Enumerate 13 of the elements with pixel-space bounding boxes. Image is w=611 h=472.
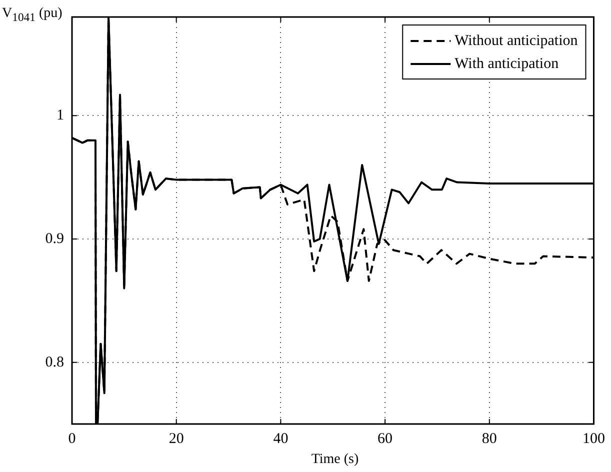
x-tick-label: 100 [582, 430, 605, 447]
x-tick-label: 60 [378, 430, 393, 447]
x-axis-title: Time (s) [310, 452, 360, 468]
y-tick-label: 0.8 [45, 354, 64, 370]
y-tick-label: 0.9 [45, 230, 64, 247]
x-tick-label: 20 [168, 430, 184, 447]
legend-label: Without anticipation [454, 32, 578, 49]
y-tick-label: 1 [56, 108, 64, 124]
x-tick-label: 40 [273, 430, 288, 447]
y-axis-title: V$_{1041}$ (pu) [2, 6, 62, 24]
x-tick-label: 0 [68, 430, 76, 447]
x-tick-label: 80 [482, 430, 497, 447]
legend-label: With anticipation [454, 56, 560, 72]
